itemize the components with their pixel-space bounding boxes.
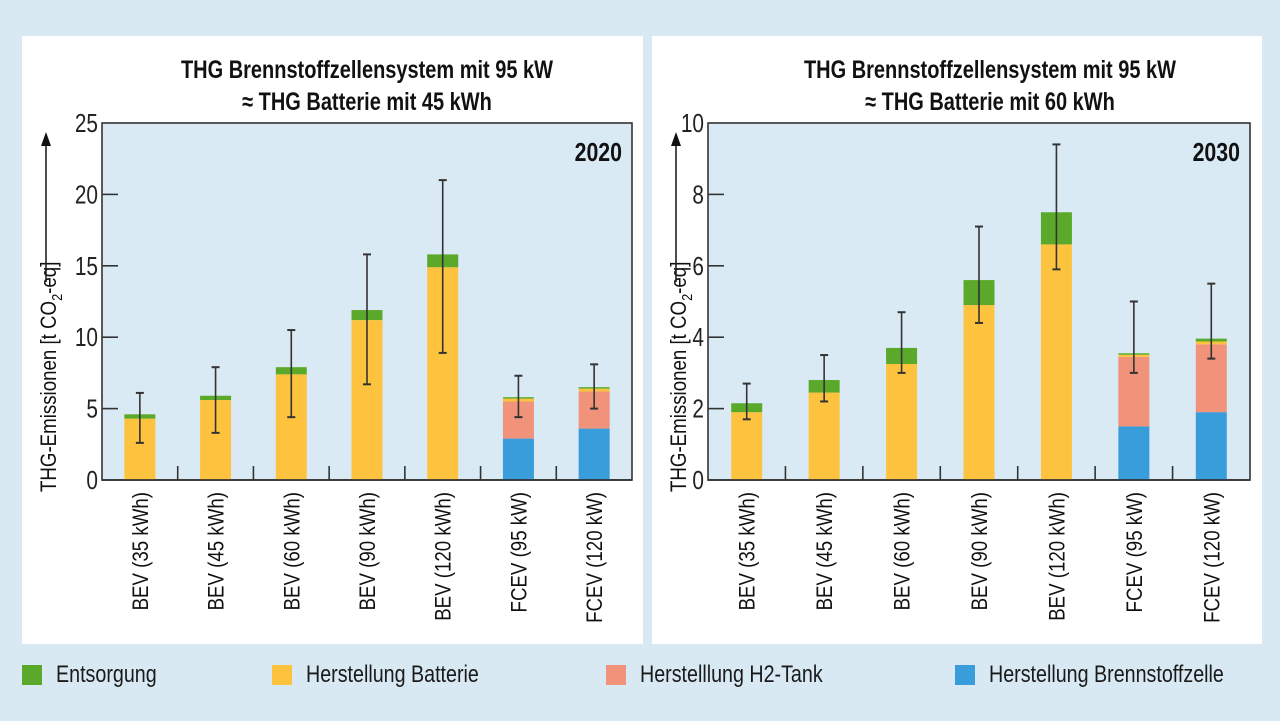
legend-swatch-h2-tank [606, 665, 626, 685]
bar-segment-herstellung-batterie [886, 363, 918, 480]
y-tick-label: 10 [75, 323, 98, 352]
x-tick-label: FCEV (95 kW) [1124, 492, 1148, 612]
legend-swatch-entsorgung [22, 665, 42, 685]
legend-item-entsorgung: Entsorgung [22, 657, 179, 693]
bar-segment-herstellung-brennstoffzelle [1195, 412, 1227, 480]
x-tick-label: FCEV (120 kW) [584, 492, 608, 623]
y-tick-label: 2 [692, 394, 704, 423]
y-tick-label: 4 [692, 323, 704, 352]
legend-label: Entsorgung [56, 661, 157, 688]
legend-item-h2-tank: Herstelllung H2-Tank [606, 657, 863, 693]
y-tick-label: 0 [692, 466, 704, 495]
chart-2020: THG Brennstoffzellensystem mit 95 kW ≈ TH… [38, 56, 633, 623]
y-axis-arrow-head [671, 132, 681, 146]
legend-swatch-brennstoffzelle [955, 665, 975, 685]
bar-segment-herstellung-brennstoffzelle [502, 438, 534, 480]
legend-label: Herstelllung H2-Tank [640, 661, 823, 688]
x-tick-label: BEV (60 kWh) [891, 492, 915, 610]
legend-label: Herstellung Brennstoffzelle [989, 661, 1224, 688]
x-tick-label: BEV (35 kWh) [736, 492, 760, 610]
legend-swatch-batterie [272, 665, 292, 685]
y-tick-label: 5 [86, 394, 98, 423]
legend-item-brennstoffzelle: Herstellung Brennstoffzelle [955, 657, 1275, 693]
chart-title-line2: ≈ THG Batterie mit 45 kWh [242, 88, 492, 116]
y-tick-label: 10 [681, 109, 704, 138]
bar-segment-herstellung-brennstoffzelle [578, 428, 610, 480]
chart-2030: THG Brennstoffzellensystem mit 95 kW ≈ TH… [668, 56, 1251, 623]
chart-title-line1: THG Brennstoffzellensystem mit 95 kW [181, 56, 554, 84]
y-tick-label: 25 [75, 109, 98, 138]
x-tick-label: BEV (60 kWh) [281, 492, 305, 610]
bar-segment-herstellung-batterie [808, 392, 840, 480]
x-tick-label: BEV (120 kWh) [432, 492, 456, 621]
x-tick-label: BEV (90 kWh) [969, 492, 993, 610]
y-axis-label: THG-Emissionen [t CO2-eq] [668, 262, 696, 492]
legend-item-herstellung-batterie: Herstellung Batterie [272, 657, 517, 693]
legend-label: Herstellung Batterie [306, 661, 479, 688]
year-label: 2030 [1193, 138, 1240, 168]
x-tick-label: BEV (45 kWh) [205, 492, 229, 610]
year-label: 2020 [575, 138, 622, 168]
y-tick-label: 15 [75, 252, 98, 281]
y-axis-label: THG-Emissionen [t CO2-eq] [38, 262, 66, 492]
x-tick-label: BEV (45 kWh) [814, 492, 838, 610]
x-tick-label: FCEV (95 kW) [508, 492, 532, 612]
bar-segment-herstellung-batterie [1040, 244, 1072, 480]
chart-title-line1: THG Brennstoffzellensystem mit 95 kW [804, 56, 1177, 84]
y-axis-arrow-head [41, 132, 51, 146]
bar-segment-herstellung-brennstoffzelle [1118, 426, 1150, 480]
bar-segment-herstellung-batterie [731, 412, 763, 480]
y-tick-label: 8 [692, 180, 704, 209]
x-tick-label: BEV (35 kWh) [130, 492, 154, 610]
x-tick-label: BEV (120 kWh) [1046, 492, 1070, 621]
chart-title-line2: ≈ THG Batterie mit 60 kWh [865, 88, 1115, 116]
bar-segment-herstellung-batterie [963, 305, 995, 480]
x-tick-label: FCEV (120 kW) [1201, 492, 1225, 623]
y-tick-label: 6 [692, 252, 704, 281]
y-tick-label: 20 [75, 180, 98, 209]
x-tick-label: BEV (90 kWh) [357, 492, 381, 610]
y-tick-label: 0 [86, 466, 98, 495]
